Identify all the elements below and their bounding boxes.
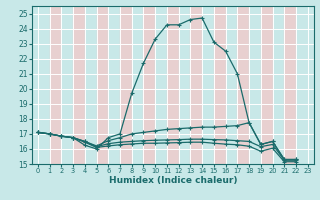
Bar [50, 6, 61, 164]
Bar [167, 6, 179, 164]
Bar [202, 6, 214, 164]
Bar [85, 6, 97, 164]
Bar [249, 6, 261, 164]
X-axis label: Humidex (Indice chaleur): Humidex (Indice chaleur) [108, 176, 237, 185]
Bar [120, 6, 132, 164]
Bar [155, 6, 167, 164]
Bar [237, 6, 249, 164]
Bar [284, 6, 296, 164]
Bar [179, 6, 190, 164]
Bar [226, 6, 237, 164]
Bar [143, 6, 155, 164]
Bar [132, 6, 143, 164]
Bar [38, 6, 50, 164]
Bar [296, 6, 308, 164]
Bar [214, 6, 226, 164]
Bar [190, 6, 202, 164]
Bar [261, 6, 273, 164]
Bar [273, 6, 284, 164]
Bar [61, 6, 73, 164]
Bar [73, 6, 85, 164]
Bar [97, 6, 108, 164]
Bar [108, 6, 120, 164]
